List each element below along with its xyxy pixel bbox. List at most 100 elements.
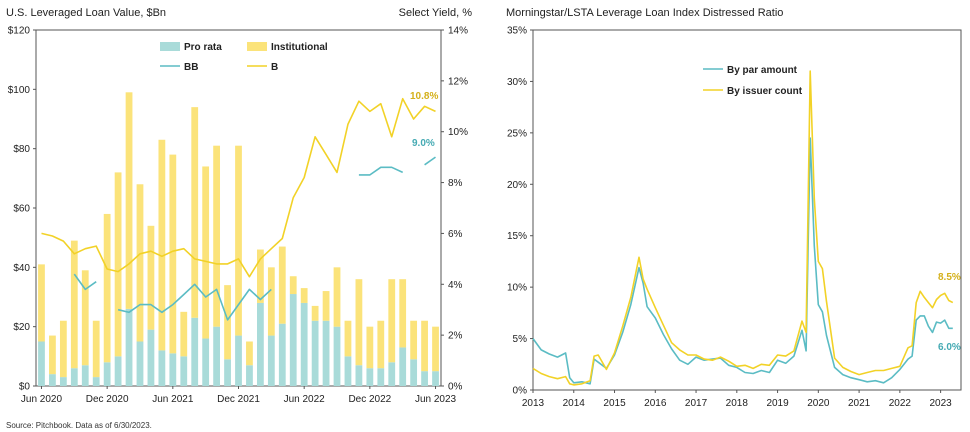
bar-pro-rata [180, 356, 188, 386]
bar-institutional [246, 341, 253, 366]
bar-pro-rata [322, 320, 330, 386]
bar-institutional [213, 145, 221, 327]
left-x-tick-label: Jun 2022 [284, 394, 326, 405]
bar-institutional [224, 285, 231, 360]
bar-pro-rata [333, 326, 341, 386]
bar-pro-rata [125, 308, 133, 386]
leveraged-loan-value-chart: U.S. Leveraged Loan Value, $Bn Select Yi… [6, 7, 472, 405]
right-x-tick-label: 2023 [929, 398, 952, 409]
left-y2-tick-label: 10% [448, 127, 468, 138]
left-y2-tick-label: 6% [448, 229, 463, 240]
left-x-tick-label: Jun 2020 [21, 394, 63, 405]
left-line-series [41, 97, 436, 321]
bar-institutional [169, 154, 177, 354]
left-x-tick-label: Dec 2020 [86, 394, 129, 405]
right-x-tick-label: 2021 [848, 398, 871, 409]
left-y2-tick-label: 12% [448, 76, 468, 87]
right-x-tick-label: 2015 [603, 398, 626, 409]
bar-pro-rata [278, 323, 286, 386]
bar-institutional [399, 279, 407, 348]
right-line-series [532, 70, 954, 386]
bar-institutional [49, 335, 56, 375]
bar-pro-rata [92, 377, 100, 386]
bar-institutional [70, 240, 78, 369]
bar-institutional [355, 279, 363, 366]
bar-pro-rata [344, 356, 352, 386]
left-x-tick-label: Jun 2023 [415, 394, 457, 405]
left-y2-axis-ticks: 0% 2% 4% 6% 8% 10% 12% 14% [441, 26, 468, 393]
right-x-tick-label: 2022 [889, 398, 912, 409]
bar-pro-rata [213, 326, 221, 386]
bar-pro-rata [49, 374, 56, 386]
line-bb-yield [424, 156, 436, 166]
bar-institutional [344, 320, 352, 357]
bar-pro-rata [169, 353, 177, 386]
bar-institutional [180, 311, 188, 357]
bar-institutional [81, 270, 89, 366]
bar-pro-rata [388, 362, 396, 386]
bar-pro-rata [399, 347, 407, 386]
left-y2-tick-label: 8% [448, 178, 463, 189]
bar-pro-rata [311, 320, 319, 386]
left-x-tick-label: Dec 2021 [217, 394, 260, 405]
bar-pro-rata [366, 368, 374, 386]
bar-pro-rata [81, 365, 89, 386]
bar-institutional [235, 145, 242, 336]
bar-pro-rata [421, 371, 428, 386]
legend-label-bb: BB [184, 62, 198, 73]
right-y-tick-label: 15% [507, 231, 527, 242]
left-x-tick-label: Jun 2021 [152, 394, 194, 405]
right-y-tick-label: 5% [513, 334, 528, 345]
left-y-tick-label: $60 [13, 204, 30, 215]
right-x-tick-label: 2018 [726, 398, 749, 409]
left-y2-tick-label: 2% [448, 331, 463, 342]
bar-pro-rata [103, 362, 111, 386]
bar-pro-rata [246, 365, 253, 386]
line-bb-yield [73, 273, 97, 291]
bar-institutional [322, 291, 330, 321]
bar-institutional [410, 320, 418, 360]
left-y-tick-label: $80 [13, 144, 30, 155]
bar-pro-rata [114, 356, 122, 386]
bar-institutional [333, 267, 341, 327]
line-b-yield [41, 97, 436, 278]
left-y-axis-ticks: $0 $20 $40 $60 $80 $100 $120 [8, 26, 36, 393]
right-legend: By par amount By issuer count [703, 65, 803, 97]
bar-pro-rata [147, 329, 155, 386]
bar-pro-rata [377, 368, 385, 386]
bar-institutional [300, 288, 308, 303]
bar-pro-rata [289, 294, 297, 386]
bar-institutional [125, 92, 133, 309]
bar-institutional [191, 107, 199, 318]
distressed-ratio-chart: Morningstar/LSTA Leverage Loan Index Dis… [506, 7, 962, 409]
right-plot-area [532, 29, 962, 391]
bar-pro-rata [355, 365, 363, 386]
legend-label-pro-rata: Pro rata [184, 42, 222, 53]
bar-pro-rata [136, 341, 144, 386]
bar-institutional [59, 320, 67, 378]
annotation-b-yield: 10.8% [410, 91, 438, 102]
left-y-tick-label: $0 [19, 382, 31, 393]
right-x-tick-label: 2020 [807, 398, 830, 409]
left-y2-tick-label: 14% [448, 26, 468, 37]
bar-pro-rata [191, 317, 199, 386]
legend-label-institutional: Institutional [271, 42, 328, 53]
bar-institutional [103, 213, 111, 363]
bar-pro-rata [410, 359, 418, 386]
bar-pro-rata [59, 377, 67, 386]
bar-institutional [278, 246, 286, 324]
left-y-tick-label: $40 [13, 263, 30, 274]
bar-pro-rata [38, 341, 45, 386]
bar-institutional [377, 320, 385, 369]
left-legend: Pro rata Institutional BB B [160, 42, 328, 73]
bar-pro-rata [158, 350, 166, 386]
right-y-axis-ticks: 0% 5% 10% 15% 20% 25% 30% 35% [507, 26, 533, 397]
bar-institutional [38, 264, 45, 342]
left-chart-title: U.S. Leveraged Loan Value, $Bn [6, 7, 166, 19]
left-y2-tick-label: 4% [448, 280, 463, 291]
annotation-bb-yield: 9.0% [412, 138, 435, 149]
right-x-tick-label: 2017 [685, 398, 708, 409]
bar-pro-rata [300, 302, 308, 386]
right-x-tick-label: 2013 [522, 398, 545, 409]
